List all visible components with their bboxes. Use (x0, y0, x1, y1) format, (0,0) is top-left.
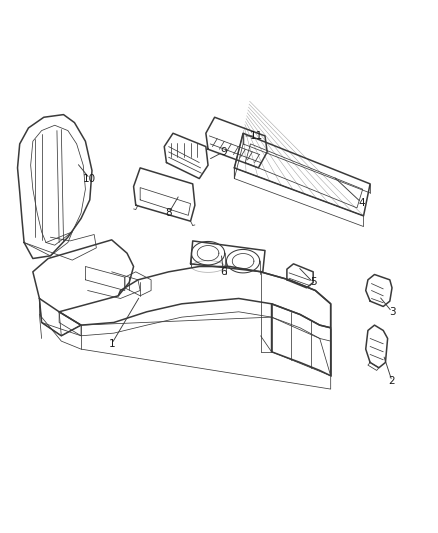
Text: 11: 11 (250, 131, 263, 141)
Text: 2: 2 (389, 376, 396, 386)
Text: 8: 8 (165, 208, 172, 218)
Text: 4: 4 (358, 198, 365, 207)
Text: 5: 5 (310, 278, 317, 287)
Text: 3: 3 (389, 307, 396, 317)
Text: 1: 1 (108, 339, 115, 349)
Text: 6: 6 (220, 267, 227, 277)
Text: 9: 9 (220, 147, 227, 157)
Text: 10: 10 (83, 174, 96, 183)
